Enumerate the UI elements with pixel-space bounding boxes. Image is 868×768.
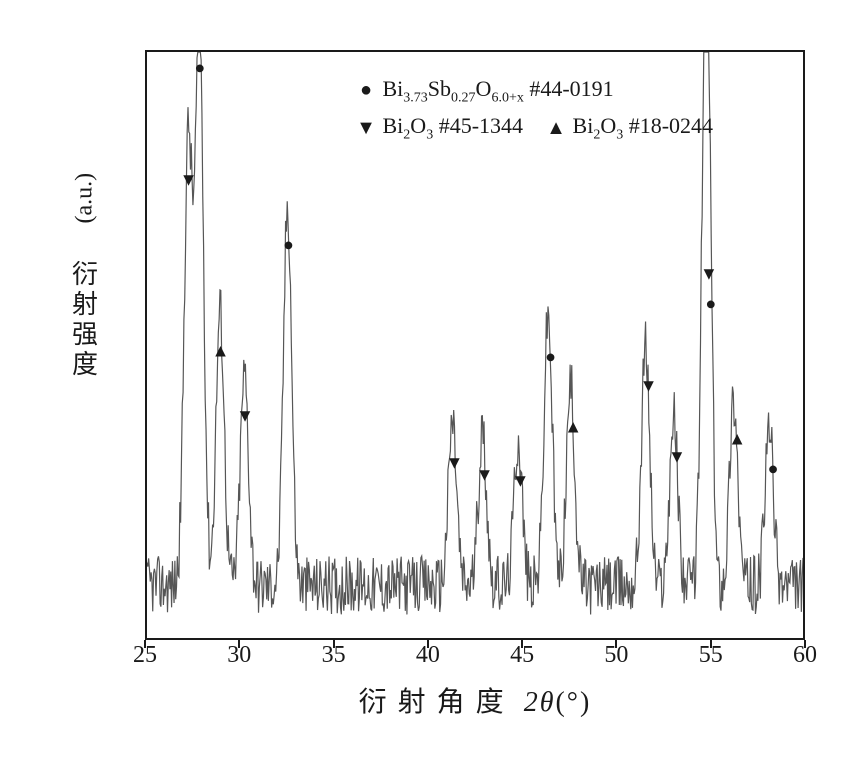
- x-tick-mark: [144, 640, 146, 648]
- x-axis-label-symbol: 2θ: [524, 687, 556, 718]
- x-tick-mark: [710, 640, 712, 648]
- x-ticks: 2530354045505560: [145, 642, 805, 672]
- x-axis-label-prefix: 衍 射 角 度: [359, 687, 506, 718]
- x-tick-mark: [238, 640, 240, 648]
- y-axis-label-char: 强: [60, 320, 110, 350]
- y-axis-label: 衍 射 强 度: [60, 260, 110, 380]
- y-axis-label-char: 度: [60, 350, 110, 380]
- x-tick-mark: [615, 640, 617, 648]
- legend: ● Bi3.73Sb0.27O6.0+x #44-0191▼ Bi2O3 #45…: [355, 72, 713, 146]
- x-tick-mark: [804, 640, 806, 648]
- legend-marker-down-triangle: ▼: [355, 113, 377, 144]
- x-axis-label-unit: (°): [555, 687, 591, 718]
- x-tick-mark: [427, 640, 429, 648]
- legend-text: Bi2O3 #45-1344: [383, 113, 524, 138]
- y-axis-label-char: 衍: [60, 260, 110, 290]
- y-axis-label-char: 射: [60, 290, 110, 320]
- legend-row: ● Bi3.73Sb0.27O6.0+x #44-0191: [355, 72, 713, 109]
- legend-text: Bi3.73Sb0.27O6.0+x #44-0191: [383, 76, 614, 101]
- plot-area: ▼●▲▼●▼▼▼●▲▼▼▼●▲● ● Bi3.73Sb0.27O6.0+x #4…: [145, 50, 805, 640]
- legend-marker-circle: ●: [355, 75, 377, 106]
- x-axis-label: 衍 射 角 度 2θ(°): [145, 680, 805, 720]
- x-tick-mark: [521, 640, 523, 648]
- legend-marker-up-triangle: ▲: [545, 113, 567, 144]
- legend-text: Bi2O3 #18-0244: [573, 113, 714, 138]
- x-tick-mark: [333, 640, 335, 648]
- y-axis-unit: (a.u.): [72, 184, 99, 224]
- legend-row: ▼ Bi2O3 #45-1344 ▲ Bi2O3 #18-0244: [355, 109, 713, 146]
- chart-container: (a.u.) 衍 射 强 度 ▼●▲▼●▼▼▼●▲▼▼▼●▲● ● Bi3.73…: [60, 40, 830, 740]
